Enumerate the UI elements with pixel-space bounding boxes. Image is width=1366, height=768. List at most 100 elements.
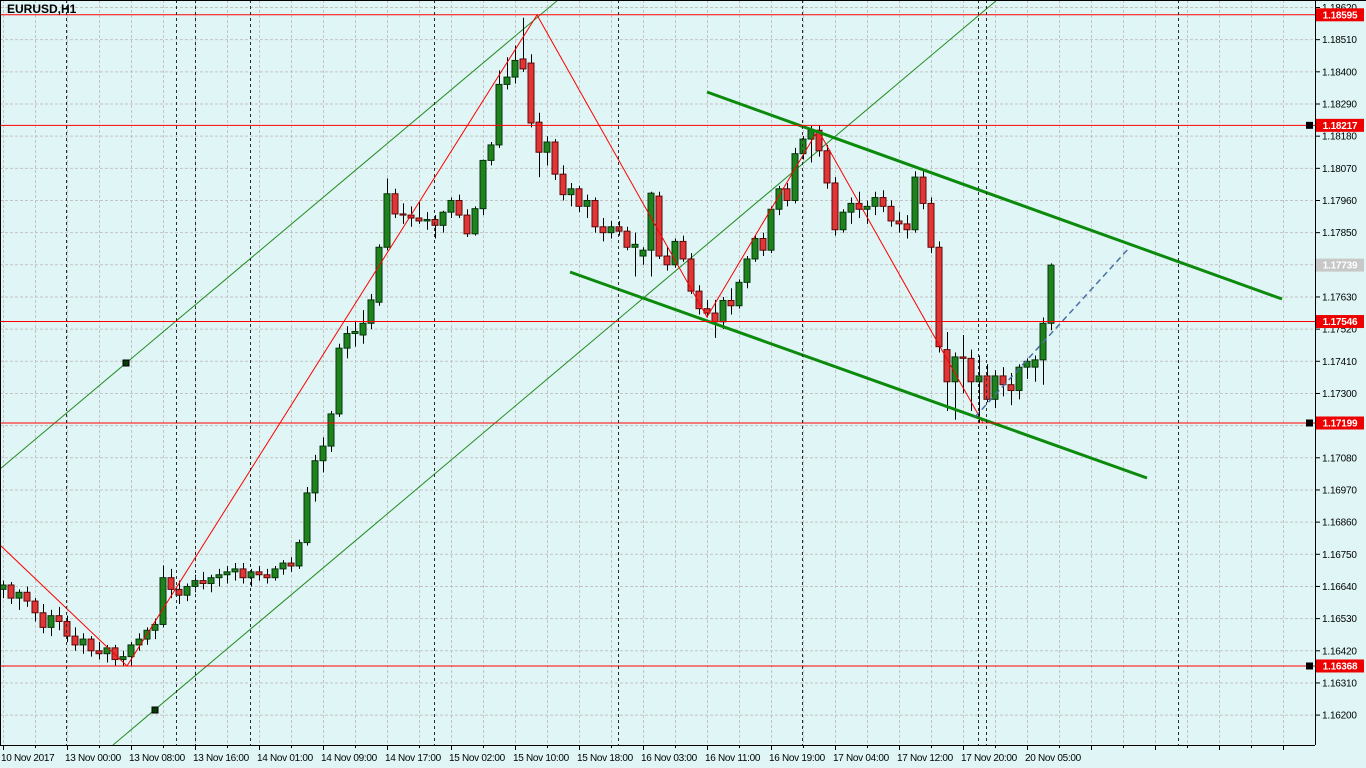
price-badge-value: 1.18595	[1323, 10, 1358, 21]
candle-body-bull	[303, 492, 311, 544]
candle-body-bear	[535, 121, 543, 153]
time-axis-label: 17 Nov 04:00	[833, 753, 890, 764]
candle	[887, 200, 895, 227]
candle	[639, 247, 647, 265]
candle-body-bear	[1007, 384, 1015, 392]
plot-area[interactable]	[0, 0, 1315, 745]
candle	[479, 159, 487, 216]
candle	[831, 177, 839, 236]
price-axis-label: 1.17300	[1322, 389, 1357, 400]
candle-body-bull	[607, 226, 615, 234]
candle	[983, 364, 991, 403]
candle-body-bull	[991, 375, 999, 400]
ascending-channel-line[interactable]	[112, 0, 998, 745]
candle	[471, 206, 479, 236]
price-axis-label: 1.16200	[1322, 711, 1357, 722]
price-axis-label: 1.18070	[1322, 164, 1357, 175]
candle-body-bear	[695, 290, 703, 310]
candle	[679, 235, 687, 262]
candle-body-bull	[871, 197, 879, 207]
candle-body-bear	[783, 188, 791, 201]
candle	[447, 197, 455, 219]
candle-body-bear	[823, 150, 831, 184]
candle	[359, 310, 367, 344]
candle	[303, 487, 311, 546]
candle-body-bull	[215, 574, 223, 579]
price-axis-label: 1.16420	[1322, 646, 1357, 657]
candle-body-bull	[231, 568, 239, 573]
time-axis-label: 16 Nov 11:00	[705, 753, 761, 764]
zigzag-line[interactable]	[0, 14, 984, 667]
price-badge-value: 1.18217	[1323, 121, 1358, 132]
candle-body-bull	[119, 656, 127, 661]
price-axis[interactable]: 1.186201.185101.184001.182901.181801.180…	[1315, 3, 1364, 722]
candle	[455, 194, 463, 219]
candle-body-bull	[951, 356, 959, 383]
candle	[263, 568, 271, 584]
price-badge-box	[1316, 659, 1364, 673]
candle	[319, 437, 327, 473]
candle-body-bull	[911, 176, 919, 231]
candle	[551, 139, 559, 181]
price-badge-box	[1316, 118, 1364, 132]
price-axis-label: 1.16970	[1322, 485, 1357, 496]
candle-body-bear	[967, 357, 975, 383]
descending-channel-line[interactable]	[569, 270, 1148, 480]
candle-body-bear	[887, 205, 895, 222]
candle-body-bear	[959, 356, 967, 359]
candle-body-bull	[775, 188, 783, 210]
hline-handle[interactable]	[1306, 662, 1313, 670]
horizontal-lines[interactable]	[0, 14, 1315, 670]
candle-body-bull	[1015, 366, 1023, 392]
candle	[967, 349, 975, 412]
candle-body-bull	[383, 193, 391, 248]
candle	[15, 589, 23, 610]
candle	[79, 633, 87, 654]
zigzag-indicator[interactable]	[0, 14, 984, 667]
candle-body-bear	[663, 255, 671, 266]
candle-body-bull	[151, 623, 159, 631]
candle-body-bear	[711, 312, 719, 323]
candle	[463, 209, 471, 238]
candle	[519, 17, 527, 72]
channel-anchor-handle[interactable]	[122, 359, 130, 367]
candle	[1047, 263, 1055, 331]
candle	[351, 321, 359, 347]
candle	[223, 565, 231, 584]
channel-anchor-handle[interactable]	[151, 706, 159, 714]
candle	[7, 582, 15, 604]
candle-body-bull	[863, 205, 871, 210]
price-badge-value: 1.16368	[1323, 661, 1358, 672]
candle-body-bull	[847, 202, 855, 213]
price-axis-label: 1.16530	[1322, 614, 1357, 625]
candle-body-bear	[391, 193, 399, 215]
ascending-channel[interactable]	[0, 0, 998, 745]
candle-body-bull	[543, 141, 551, 153]
candle	[823, 144, 831, 189]
candle	[55, 606, 63, 631]
candle	[87, 636, 95, 657]
candle	[47, 609, 55, 637]
candle	[127, 642, 135, 666]
candle	[999, 367, 1007, 397]
dashed-trendline[interactable]	[974, 246, 1131, 418]
candle	[159, 565, 167, 628]
candle	[935, 241, 943, 353]
candle-body-bear	[623, 230, 631, 248]
candle	[511, 45, 519, 84]
price-badge-1.16368: 1.16368	[1316, 659, 1364, 673]
candle-body-bear	[63, 621, 71, 637]
hline-handle[interactable]	[1306, 121, 1313, 129]
time-axis[interactable]: 10 Nov 2017 13 Nov 00:00 13 Nov 08:00 13 No…	[1, 745, 1284, 764]
candle-body-bear	[415, 217, 423, 222]
candle-body-bull	[271, 568, 279, 579]
candle-body-bear	[239, 568, 247, 579]
candle-body-bull	[479, 159, 487, 210]
candle-body-bear	[895, 220, 903, 225]
candle	[1015, 364, 1023, 400]
hline-handle[interactable]	[1306, 419, 1313, 427]
time-axis-label: 14 Nov 17:00	[385, 753, 442, 764]
candle-body-bear	[31, 600, 39, 614]
ascending-channel-line[interactable]	[0, 0, 559, 470]
